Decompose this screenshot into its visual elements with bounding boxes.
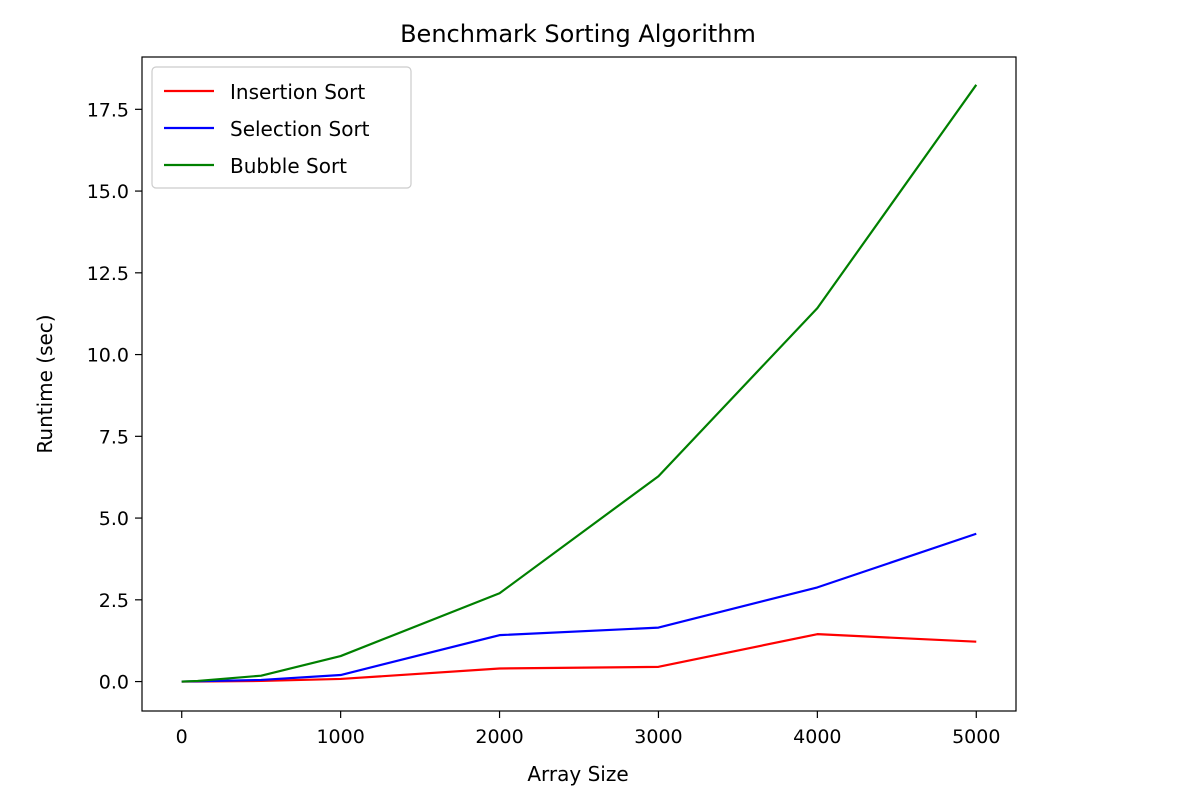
y-tick-label: 7.5 bbox=[99, 426, 129, 448]
x-tick-label: 1000 bbox=[316, 726, 364, 748]
x-tick-label: 4000 bbox=[793, 726, 841, 748]
x-tick-label: 5000 bbox=[952, 726, 1000, 748]
y-tick-label: 10.0 bbox=[87, 345, 129, 367]
x-tick-label: 3000 bbox=[634, 726, 682, 748]
x-tick-label: 0 bbox=[176, 726, 188, 748]
chart-title: Benchmark Sorting Algorithm bbox=[400, 20, 756, 48]
series-line-insertion-sort bbox=[181, 633, 977, 683]
legend: Insertion Sort Selection Sort Bubble Sor… bbox=[151, 66, 412, 189]
x-axis-ticks: 0 1000 2000 3000 4000 5000 bbox=[176, 711, 1000, 748]
x-tick-label: 2000 bbox=[475, 726, 523, 748]
y-tick-label: 2.5 bbox=[99, 590, 129, 612]
y-tick-label: 5.0 bbox=[99, 508, 129, 530]
y-tick-label: 17.5 bbox=[87, 99, 129, 121]
y-axis-label: Runtime (sec) bbox=[33, 314, 57, 453]
y-axis-ticks: 0.0 2.5 5.0 7.5 10.0 12.5 15.0 17.5 bbox=[87, 99, 142, 694]
plot-lines bbox=[181, 84, 978, 683]
plot-frame bbox=[141, 56, 1017, 712]
legend-label-bubble-sort: Bubble Sort bbox=[230, 154, 347, 178]
y-tick-label: 0.0 bbox=[99, 672, 129, 694]
legend-box bbox=[151, 66, 412, 189]
y-tick-label: 12.5 bbox=[87, 263, 129, 285]
x-axis-label: Array Size bbox=[527, 762, 628, 786]
y-tick-label: 15.0 bbox=[87, 181, 129, 203]
series-line-bubble-sort bbox=[181, 84, 978, 683]
legend-label-insertion-sort: Insertion Sort bbox=[230, 80, 365, 104]
series-line-selection-sort bbox=[181, 532, 977, 683]
legend-label-selection-sort: Selection Sort bbox=[230, 117, 370, 141]
